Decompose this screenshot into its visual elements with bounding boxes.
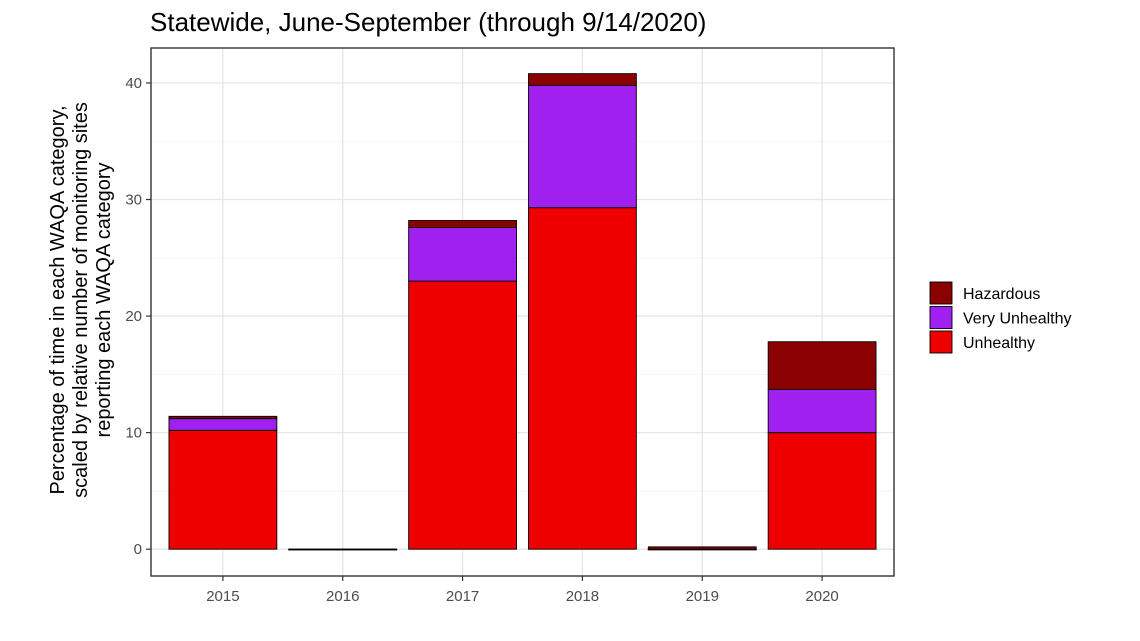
bars [168, 73, 877, 551]
x-tick-label-2015: 2015 [206, 588, 239, 605]
bar-2018-very-unhealthy [528, 84, 637, 209]
y-tick-label: 0 [134, 541, 142, 558]
legend-label-very-unhealthy: Very Unhealthy [963, 311, 1072, 328]
y-tick-label: 30 [125, 192, 142, 209]
y-axis-label: Percentage of time in each WAQA category… [47, 102, 115, 498]
bar-2017-hazardous [408, 220, 517, 228]
bar-2017-very-unhealthy [408, 227, 517, 282]
bar-2019-hazardous [647, 546, 757, 550]
y-tick-label: 10 [125, 425, 142, 442]
legend-swatch-unhealthy [929, 330, 953, 354]
bar-2015-very-unhealthy [168, 418, 278, 431]
bar-2015-unhealthy [168, 429, 278, 550]
x-tick-label-2017: 2017 [446, 588, 479, 605]
plot-panel-border [150, 47, 895, 577]
y-axis-label-line-1: Percentage of time in each WAQA category… [47, 105, 69, 494]
bar-2018-unhealthy [528, 207, 637, 550]
x-tick-label-2020: 2020 [805, 588, 838, 605]
y-axis-ticks: 0 10 20 30 40 [125, 75, 151, 558]
bar-2018-hazardous [528, 73, 637, 86]
legend-swatch-hazardous [929, 281, 953, 305]
x-tick-label-2019: 2019 [686, 588, 719, 605]
bar-2016-hazardous [288, 548, 398, 551]
bar-2020-very-unhealthy [767, 389, 877, 434]
y-axis-label-line-2: scaled by relative number of monitoring … [70, 102, 92, 498]
legend-label-hazardous: Hazardous [963, 286, 1040, 303]
bar-2020-hazardous [767, 341, 877, 390]
bar-2017-unhealthy [408, 280, 517, 550]
bar-2015-hazardous [168, 415, 278, 420]
y-axis-label-line-3: reporting each WAQA category [93, 163, 115, 438]
x-axis-ticks: 2015 2016 2017 2018 2019 2020 [206, 576, 839, 605]
legend-label-unhealthy: Unhealthy [963, 335, 1035, 352]
y-tick-label: 40 [125, 75, 142, 92]
x-tick-label-2016: 2016 [326, 588, 359, 605]
chart-title: Statewide, June-September (through 9/14/… [150, 7, 706, 37]
x-tick-label-2018: 2018 [566, 588, 599, 605]
bar-2020-unhealthy [767, 432, 877, 550]
legend: Hazardous Very Unhealthy Unhealthy [929, 281, 1072, 354]
legend-swatch-very-unhealthy [929, 306, 953, 329]
y-tick-label: 20 [125, 308, 142, 325]
